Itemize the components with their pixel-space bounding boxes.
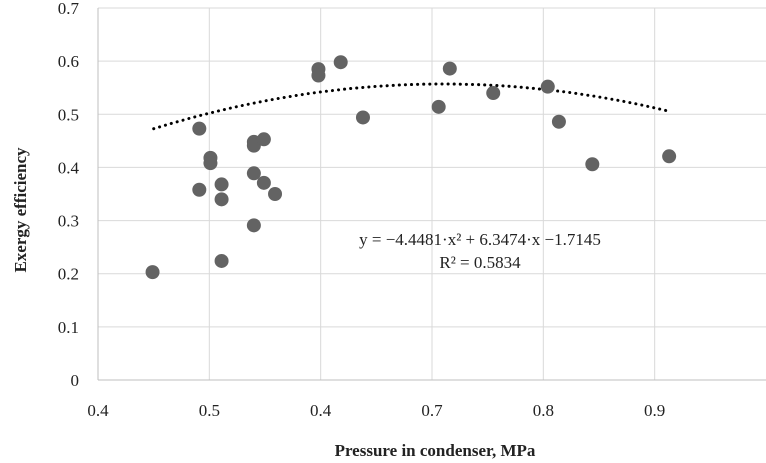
data-point — [311, 68, 326, 83]
x-tick-label: 0.5 — [199, 401, 220, 420]
y-tick-label: 0.5 — [58, 105, 79, 124]
y-tick-label: 0.1 — [58, 318, 79, 337]
data-point — [246, 166, 261, 181]
trendline — [152, 82, 668, 131]
data-points-layer — [145, 55, 677, 280]
data-point — [214, 192, 229, 207]
data-point — [192, 182, 207, 197]
data-point — [333, 55, 348, 70]
data-point — [246, 218, 261, 233]
data-point — [585, 157, 600, 172]
data-point — [431, 99, 446, 114]
x-tick-label: 0.9 — [644, 401, 665, 420]
data-point — [355, 110, 370, 125]
x-tick-label: 0.7 — [421, 401, 443, 420]
y-tick-label: 0.4 — [58, 158, 80, 177]
y-axis-title: Exergy efficiency — [11, 147, 30, 273]
x-tick-label: 0.8 — [533, 401, 554, 420]
y-tick-label: 0 — [71, 371, 80, 390]
axis-layer — [97, 8, 766, 381]
data-point — [145, 265, 160, 280]
x-axis-title: Pressure in condenser, MPa — [335, 441, 536, 460]
y-tick-label: 0.3 — [58, 212, 79, 231]
data-point — [214, 253, 229, 268]
trendline-equation: y = −4.4481·x² + 6.3474·x −1.7145 — [359, 230, 601, 249]
data-point — [203, 156, 218, 171]
data-point — [540, 79, 555, 94]
data-point — [268, 187, 283, 201]
trendline-r-squared: R² = 0.5834 — [439, 253, 521, 272]
y-tick-label: 0.2 — [58, 265, 79, 284]
x-tick-label: 0.4 — [310, 401, 332, 420]
data-point — [256, 175, 271, 190]
data-point — [214, 177, 229, 192]
data-point — [192, 121, 207, 136]
data-point — [256, 132, 271, 147]
data-point — [662, 149, 677, 164]
y-tick-label: 0.6 — [58, 52, 79, 71]
tick-labels-layer: 0 0.1 0.2 0.3 0.4 0.5 0.6 0.7 0.4 0.5 0.4 0.7 0.8 0.9 — [58, 0, 666, 420]
y-tick-label: 0.7 — [58, 0, 80, 18]
data-point — [551, 114, 566, 129]
x-tick-label: 0.4 — [87, 401, 109, 420]
data-point — [246, 138, 261, 153]
data-point — [486, 86, 501, 101]
trendline-layer — [152, 82, 668, 131]
data-point — [442, 61, 457, 76]
